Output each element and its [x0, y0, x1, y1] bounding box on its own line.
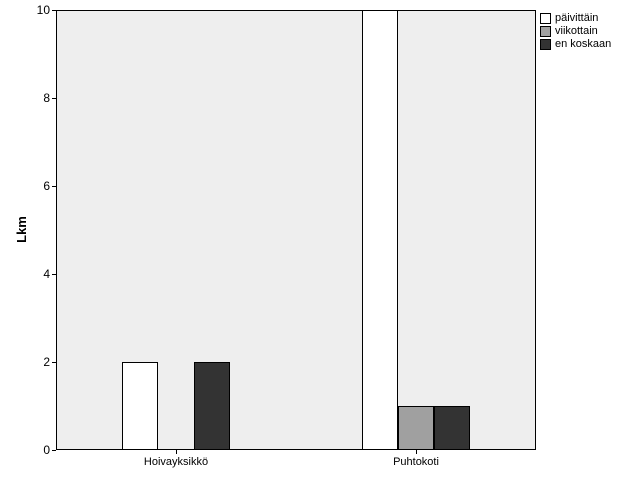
y-tick-label: 8: [34, 91, 50, 105]
bar: [398, 406, 434, 450]
x-tick-mark: [176, 450, 177, 454]
legend-swatch: [540, 26, 551, 37]
legend-swatch: [540, 13, 551, 24]
y-tick-label: 6: [34, 179, 50, 193]
legend-item: viikottain: [540, 25, 611, 37]
bar: [362, 10, 398, 450]
y-tick-label: 4: [34, 267, 50, 281]
x-tick-label: Hoivayksikkö: [144, 456, 208, 468]
bar: [194, 362, 230, 450]
y-tick-label: 10: [34, 3, 50, 17]
bar: [122, 362, 158, 450]
legend-item: en koskaan: [540, 38, 611, 50]
y-tick-mark: [52, 274, 56, 275]
legend-label: viikottain: [555, 25, 598, 37]
legend-swatch: [540, 39, 551, 50]
y-tick-mark: [52, 362, 56, 363]
y-tick-mark: [52, 186, 56, 187]
x-tick-mark: [416, 450, 417, 454]
y-tick-mark: [52, 450, 56, 451]
y-axis-label: Lkm: [14, 216, 29, 243]
legend-item: päivittäin: [540, 12, 611, 24]
y-tick-mark: [52, 10, 56, 11]
legend-label: päivittäin: [555, 12, 598, 24]
y-tick-label: 2: [34, 355, 50, 369]
y-tick-label: 0: [34, 443, 50, 457]
chart-container: Lkm 0 2 4 6 8 10 Hoivayksikkö Puhtokoti päivit…: [0, 0, 626, 501]
legend: päivittäinviikottainen koskaan: [540, 12, 611, 51]
y-tick-mark: [52, 98, 56, 99]
bar: [434, 406, 470, 450]
x-tick-label: Puhtokoti: [393, 456, 439, 468]
legend-label: en koskaan: [555, 38, 611, 50]
